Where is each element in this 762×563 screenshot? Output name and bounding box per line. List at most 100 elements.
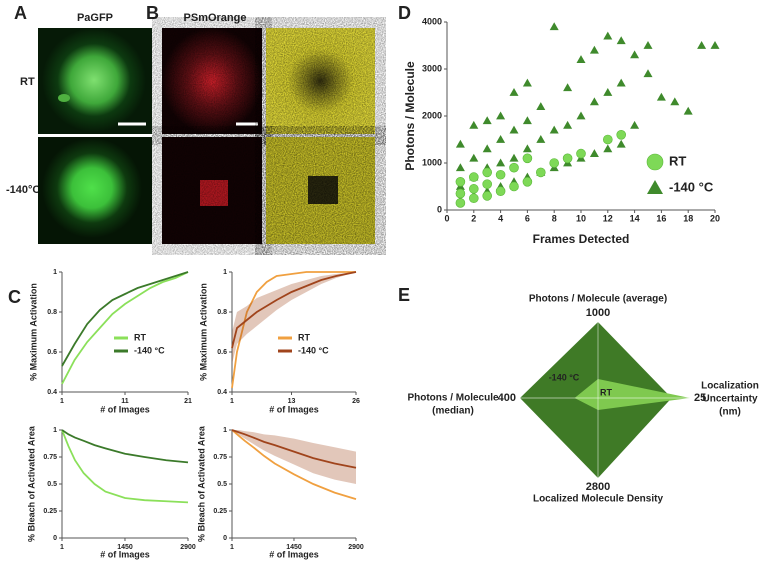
y-tick-label: 2000 bbox=[422, 110, 442, 120]
y-axis-title: % Bleach of Activated Area bbox=[26, 425, 36, 542]
data-point bbox=[576, 111, 586, 120]
data-point bbox=[630, 50, 640, 59]
data-point bbox=[589, 149, 599, 157]
data-point bbox=[563, 120, 573, 129]
x-tick-label: 1 bbox=[60, 544, 64, 551]
data-point bbox=[536, 102, 546, 110]
data-point bbox=[509, 88, 519, 96]
data-line bbox=[61, 271, 189, 367]
legend-label: -140 °C bbox=[669, 179, 714, 194]
x-tick-label: 1450 bbox=[286, 544, 302, 551]
data-line bbox=[231, 429, 357, 500]
data-point bbox=[522, 116, 532, 125]
y-tick-label: 0.75 bbox=[213, 454, 227, 461]
y-axis-title: % Maximum Activation bbox=[198, 283, 208, 381]
x-tick-label: 16 bbox=[656, 213, 666, 223]
error-band bbox=[232, 430, 356, 484]
data-line bbox=[61, 271, 189, 385]
axis-label: Uncertainty bbox=[702, 394, 757, 405]
y-tick-label: 0 bbox=[437, 204, 442, 214]
data-point bbox=[522, 78, 532, 87]
data-line bbox=[231, 429, 357, 469]
panel-label: E bbox=[398, 285, 410, 305]
data-point bbox=[697, 41, 707, 49]
x-tick-label: 8 bbox=[552, 213, 557, 223]
x-axis-title: # of Images bbox=[100, 549, 150, 559]
data-point bbox=[683, 106, 693, 115]
data-point bbox=[468, 184, 479, 194]
series-label: -140 °C bbox=[549, 372, 580, 382]
data-point bbox=[549, 22, 559, 31]
data-point bbox=[495, 169, 506, 180]
data-point bbox=[603, 144, 613, 153]
data-point bbox=[496, 158, 506, 167]
y-tick-label: 0.5 bbox=[47, 481, 57, 488]
axis-label: Photons / Molecule (average) bbox=[529, 294, 667, 305]
data-point bbox=[549, 158, 560, 168]
data-point bbox=[482, 191, 493, 201]
data-point bbox=[468, 172, 479, 182]
axis-max-label: 25 bbox=[694, 392, 706, 404]
data-point bbox=[509, 153, 519, 162]
axis-label: Photons / Molecule bbox=[407, 393, 499, 404]
panel-label: B bbox=[146, 3, 159, 23]
data-point bbox=[536, 135, 546, 143]
y-axis-title: % Maximum Activation bbox=[28, 283, 38, 381]
panel-label: A bbox=[14, 3, 27, 23]
axis-max-label: 400 bbox=[498, 392, 516, 404]
y-tick-label: 0 bbox=[223, 535, 227, 542]
data-line bbox=[61, 429, 189, 504]
data-point bbox=[455, 139, 465, 148]
data-point bbox=[535, 167, 546, 178]
data-point bbox=[509, 162, 519, 173]
data-line bbox=[231, 271, 357, 349]
data-point bbox=[455, 163, 465, 172]
x-tick-label: 21 bbox=[184, 398, 192, 405]
axis-label: Localization bbox=[701, 381, 759, 392]
data-point bbox=[455, 198, 466, 208]
x-tick-label: 6 bbox=[525, 213, 530, 223]
cell bbox=[42, 28, 146, 132]
data-point bbox=[482, 179, 493, 189]
radar-area bbox=[574, 379, 690, 410]
y-tick-label: 1 bbox=[223, 269, 227, 276]
y-tick-label: 1000 bbox=[422, 157, 442, 167]
data-point bbox=[616, 139, 626, 148]
cell bbox=[58, 94, 70, 102]
y-tick-label: 0.75 bbox=[43, 454, 57, 461]
x-tick-label: 18 bbox=[683, 213, 693, 223]
y-tick-label: 3000 bbox=[422, 63, 442, 73]
data-point bbox=[630, 120, 640, 129]
y-tick-label: 0.25 bbox=[43, 508, 57, 515]
x-tick-label: 1 bbox=[230, 544, 234, 551]
micrographs bbox=[38, 28, 375, 244]
x-tick-label: 1 bbox=[60, 398, 64, 405]
y-tick-label: 0.6 bbox=[47, 349, 57, 356]
y-tick-label: 1 bbox=[53, 269, 57, 276]
data-point bbox=[522, 153, 533, 164]
data-point bbox=[509, 125, 519, 134]
data-point bbox=[549, 125, 559, 134]
y-tick-label: 1 bbox=[53, 427, 57, 434]
legend-label: RT bbox=[134, 332, 146, 342]
data-line bbox=[61, 429, 189, 464]
noise bbox=[162, 137, 262, 244]
data-point bbox=[482, 116, 492, 125]
x-tick-label: 2900 bbox=[348, 544, 364, 551]
data-point bbox=[603, 31, 613, 40]
x-tick-label: 20 bbox=[710, 213, 720, 223]
data-point bbox=[562, 153, 573, 164]
data-point bbox=[589, 45, 599, 54]
data-point bbox=[643, 69, 653, 78]
data-point bbox=[522, 144, 532, 153]
data-point bbox=[670, 97, 680, 106]
legend-label: RT bbox=[298, 332, 310, 342]
data-point bbox=[496, 111, 506, 120]
x-tick-label: 10 bbox=[576, 213, 586, 223]
data-point bbox=[522, 177, 533, 187]
x-tick-label: 2900 bbox=[180, 544, 196, 551]
axis-label: (nm) bbox=[719, 407, 741, 418]
row-label: RT bbox=[20, 76, 35, 88]
